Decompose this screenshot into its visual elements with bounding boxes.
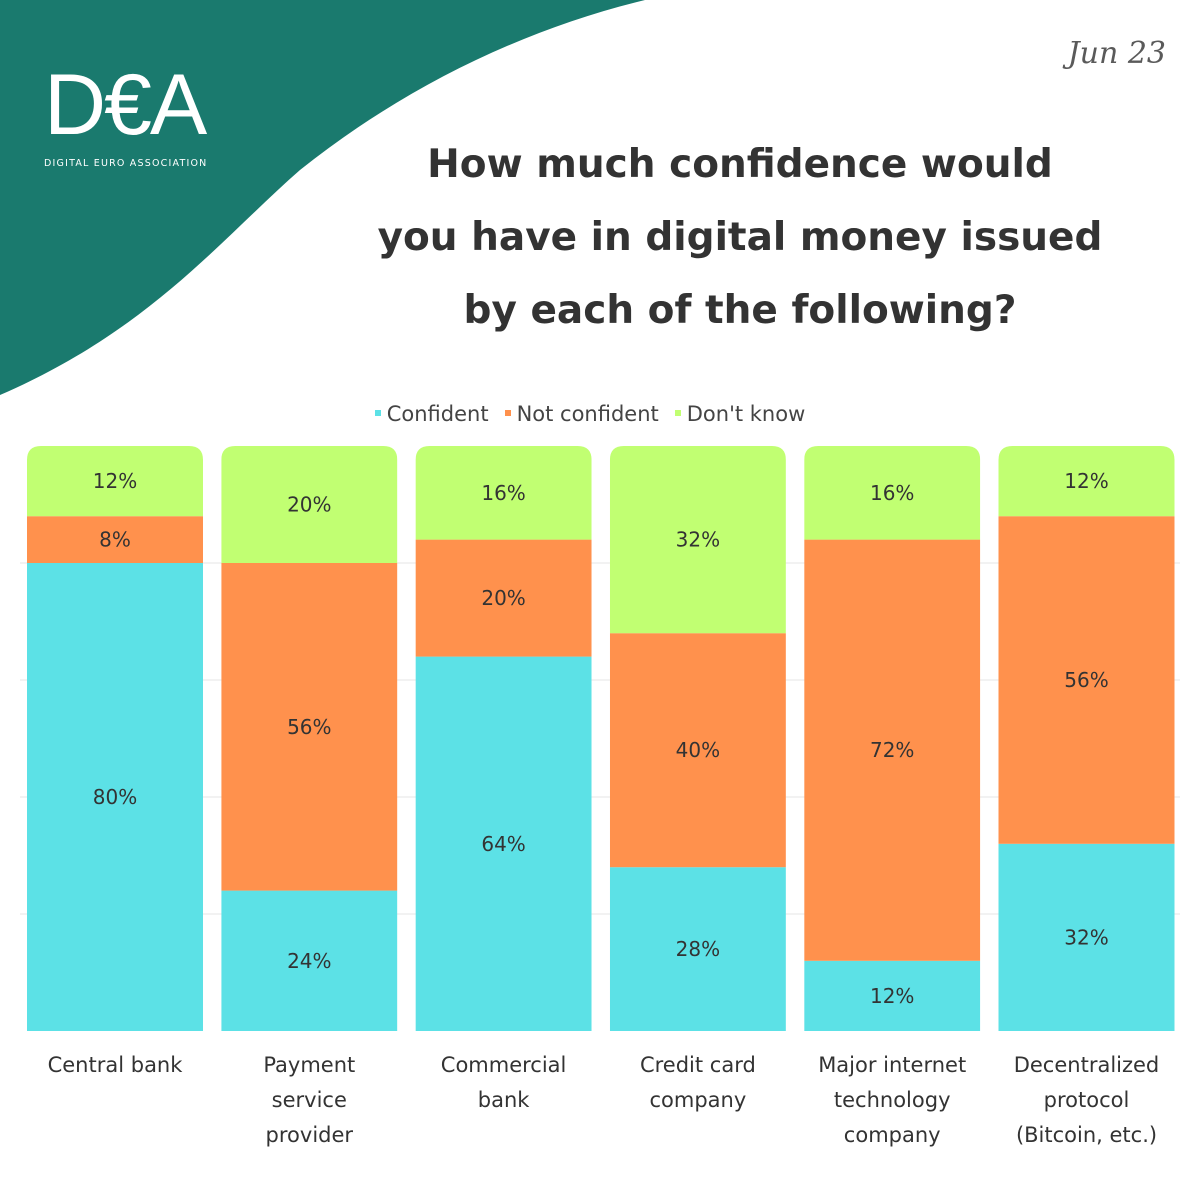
bar-group-2: 64% 20% 16% Commercial bank (415, 446, 592, 1112)
data-label-5-0: 32% (1064, 925, 1108, 949)
data-label-4-0: 12% (870, 984, 914, 1008)
category-label-line-4-1: technology (834, 1088, 951, 1112)
data-label-3-2: 32% (676, 528, 720, 552)
bar-segment-0-1 (27, 516, 203, 563)
bar-segment-3-2 (609, 446, 786, 634)
bar-group-1: 24% 56% 20% Payment service provider (221, 446, 398, 1147)
data-label-3-0: 28% (676, 937, 720, 961)
legend-label-2: Don't know (686, 402, 806, 426)
bar-segment-0-0 (27, 563, 203, 1031)
data-label-2-0: 64% (481, 832, 525, 856)
logo-subtitle: DIGITAL EURO ASSOCIATION (44, 158, 208, 169)
legend-swatch-0 (374, 410, 381, 416)
category-label-line-1-2: provider (266, 1123, 354, 1147)
bar-segment-5-0 (998, 843, 1175, 1031)
category-label-line-2-1: bank (478, 1088, 531, 1112)
bar-group-4: 12% 72% 16% Major internet technology company (804, 446, 981, 1147)
bar-segment-2-1 (415, 539, 592, 657)
bar-segment-1-1 (221, 563, 398, 891)
category-label-line-4-0: Major internet (818, 1053, 966, 1077)
category-label-line-0-0: Central bank (48, 1053, 184, 1077)
data-label-5-1: 56% (1064, 668, 1108, 692)
bar-segment-5-2 (998, 446, 1175, 517)
bar-group-5: 32% 56% 12% Decentralized protocol (Bitcoin, … (998, 446, 1175, 1147)
date-label: Jun 23 (1067, 36, 1166, 71)
bar-segment-4-0 (804, 960, 981, 1031)
bar-segment-3-1 (609, 633, 786, 868)
logo-mark: D€A (44, 57, 207, 153)
legend-item-2: Don't know (674, 402, 806, 426)
legend-swatch-2 (674, 410, 681, 416)
category-label-line-5-0: Decentralized (1014, 1053, 1160, 1077)
data-label-2-1: 20% (481, 586, 525, 610)
data-label-1-0: 24% (287, 949, 331, 973)
bar-segment-1-0 (221, 890, 398, 1031)
legend-item-1: Not confident (504, 402, 659, 426)
legend-swatch-1 (504, 410, 511, 416)
bar-group-0: 80% 8% 12% Central bank (27, 446, 203, 1077)
data-label-0-1: 8% (99, 528, 131, 552)
dea-logo: D€A DIGITAL EURO ASSOCIATION (44, 62, 234, 174)
bar-segment-4-2 (804, 446, 981, 540)
bar-segment-1-2 (221, 446, 398, 563)
legend-label-0: Confident (386, 402, 489, 426)
data-label-4-1: 72% (870, 738, 914, 762)
legend-label-1: Not confident (516, 402, 659, 426)
category-label-3: Credit card company (640, 1053, 756, 1112)
data-label-3-1: 40% (676, 738, 720, 762)
data-label-4-2: 16% (870, 481, 914, 505)
bar-segment-4-1 (804, 539, 981, 961)
title-line-2: you have in digital money issued (377, 215, 1103, 260)
category-label-2: Commercial bank (441, 1053, 567, 1112)
data-label-1-2: 20% (287, 493, 331, 517)
bar-segment-2-2 (415, 446, 592, 540)
category-label-4: Major internet technology company (818, 1053, 966, 1147)
data-label-0-2: 12% (93, 469, 137, 493)
bar-group-3: 28% 40% 32% Credit card company (609, 446, 786, 1112)
category-label-line-5-2: (Bitcoin, etc.) (1016, 1123, 1157, 1147)
bar-segment-5-1 (998, 516, 1175, 844)
title-line-3: by each of the following? (463, 288, 1017, 333)
stacked-bar-chart: 80% 8% 12% Central bank 24% 56% 20% Payment serv… (20, 446, 1180, 1147)
category-label-line-2-0: Commercial (441, 1053, 567, 1077)
data-label-5-2: 12% (1064, 469, 1108, 493)
chart-legend: Confident Not confident Don't know (0, 402, 1180, 426)
data-label-0-0: 80% (93, 785, 137, 809)
chart-title: How much confidence would you have in di… (320, 128, 1160, 347)
category-label-line-5-1: protocol (1044, 1088, 1130, 1112)
category-label-line-3-0: Credit card (640, 1053, 756, 1077)
category-label-5: Decentralized protocol (Bitcoin, etc.) (1014, 1053, 1160, 1147)
legend-item-0: Confident (374, 402, 489, 426)
data-label-1-1: 56% (287, 715, 331, 739)
category-label-line-3-1: company (650, 1088, 747, 1112)
bar-segment-2-0 (415, 656, 592, 1031)
bar-segment-3-0 (609, 867, 786, 1031)
bar-segment-0-2 (27, 446, 203, 517)
category-label-line-1-0: Payment (263, 1053, 355, 1077)
title-line-1: How much confidence would (427, 142, 1053, 187)
category-label-0: Central bank (48, 1053, 184, 1077)
teal-background-shape (0, 0, 645, 395)
category-label-line-4-2: company (844, 1123, 941, 1147)
category-label-line-1-1: service (272, 1088, 347, 1112)
data-label-2-2: 16% (481, 481, 525, 505)
category-label-1: Payment service provider (263, 1053, 355, 1147)
